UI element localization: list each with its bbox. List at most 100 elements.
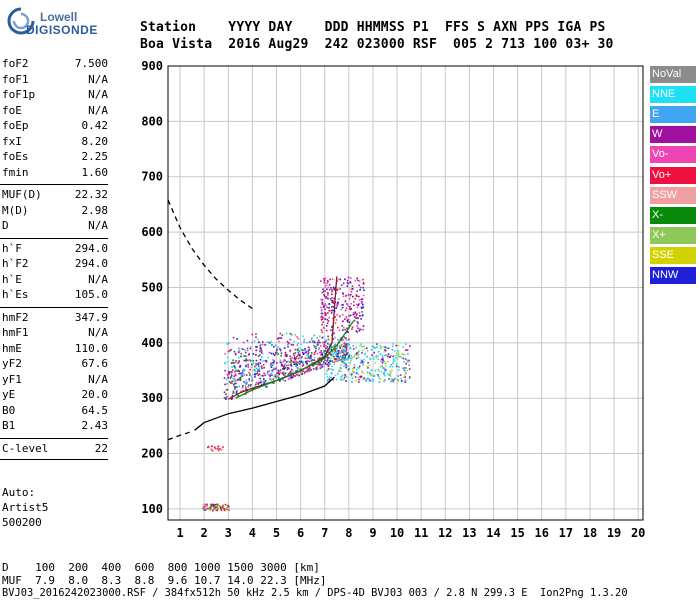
echo-point — [202, 507, 205, 510]
echo-point — [306, 371, 309, 373]
param-value: 105.0 — [74, 288, 108, 301]
echo-point — [297, 357, 300, 360]
echo-point — [307, 355, 310, 358]
echo-point — [259, 349, 261, 352]
echo-point — [206, 507, 209, 510]
echo-point — [310, 359, 313, 361]
echo-point — [324, 344, 327, 347]
echo-point — [313, 351, 316, 354]
echo-point — [319, 354, 322, 356]
echo-point — [247, 364, 249, 366]
param-row: h`F 294.0 — [2, 242, 108, 255]
echo-point — [232, 392, 234, 394]
echo-point — [290, 376, 293, 379]
echo-point — [296, 369, 298, 372]
echo-point — [342, 352, 345, 354]
x-tick-label: 10 — [390, 526, 404, 540]
param-separator — [0, 306, 108, 308]
echo-point — [341, 306, 344, 309]
echo-point — [327, 293, 329, 296]
echo-point — [294, 356, 296, 359]
echo-point — [230, 373, 233, 376]
echo-point — [277, 370, 280, 373]
echo-point — [345, 307, 348, 310]
echo-point — [350, 308, 352, 311]
echo-point — [344, 346, 347, 348]
echo-point — [365, 380, 367, 382]
echo-point — [346, 352, 349, 354]
echo-point — [274, 368, 277, 370]
echo-point — [362, 325, 365, 327]
echo-point — [361, 314, 364, 316]
echo-point — [280, 354, 282, 357]
echo-point — [298, 368, 301, 370]
echo-point — [334, 348, 337, 350]
echo-point — [322, 341, 325, 344]
echo-point — [404, 379, 407, 381]
echo-point — [236, 389, 238, 392]
echo-point — [329, 349, 331, 352]
echo-point — [342, 295, 345, 298]
echo-point — [359, 345, 361, 347]
echo-point — [242, 389, 245, 392]
echo-point — [328, 360, 331, 362]
echo-point — [232, 369, 234, 371]
echo-point — [294, 358, 297, 361]
echo-point — [311, 337, 313, 340]
echo-point — [329, 278, 331, 281]
echo-point — [317, 357, 319, 360]
echo-point — [310, 352, 313, 354]
echo-point — [320, 350, 323, 352]
echo-point — [341, 325, 343, 327]
echo-point — [334, 322, 337, 324]
echo-point — [242, 368, 245, 371]
echo-point — [226, 373, 229, 376]
echo-point — [408, 368, 411, 370]
echo-point — [346, 327, 348, 330]
echo-point — [310, 369, 312, 371]
echo-point — [307, 367, 310, 370]
echo-point — [394, 377, 397, 380]
echo-point — [287, 364, 290, 367]
param-row: B1 2.43 — [2, 419, 108, 432]
auto-artist: Artist5 — [2, 501, 49, 514]
echo-point — [324, 303, 326, 305]
echo-point — [263, 382, 265, 385]
echo-point — [269, 378, 272, 381]
echo-point — [298, 374, 300, 377]
echo-point — [227, 504, 230, 507]
echo-point — [297, 349, 299, 352]
echo-point — [328, 302, 330, 305]
echo-point — [379, 378, 382, 380]
echo-point — [289, 377, 292, 380]
echo-point — [377, 350, 380, 353]
echo-point — [353, 354, 356, 356]
y-tick-label: 800 — [141, 114, 163, 128]
echo-point — [320, 329, 323, 331]
param-value: 20.0 — [81, 388, 109, 401]
param-row: B0 64.5 — [2, 404, 108, 417]
echo-point — [330, 309, 332, 312]
param-row: foEp 0.42 — [2, 119, 108, 132]
echo-point — [400, 356, 403, 358]
echo-point — [249, 373, 251, 375]
echo-point — [307, 369, 309, 372]
echo-point — [345, 353, 348, 355]
echo-point — [304, 357, 307, 360]
echo-point — [323, 295, 326, 297]
echo-point — [395, 363, 398, 365]
x-tick-label: 14 — [486, 526, 500, 540]
echo-point — [272, 362, 275, 364]
echo-point — [222, 504, 224, 507]
echo-point — [406, 359, 408, 362]
echo-point — [348, 343, 351, 346]
echo-point — [392, 360, 395, 363]
echo-point — [246, 347, 249, 350]
echo-point — [302, 364, 305, 366]
echo-point — [242, 385, 244, 387]
echo-point — [306, 360, 308, 362]
x-tick-label: 11 — [414, 526, 428, 540]
echo-point — [284, 363, 287, 366]
echo-point — [338, 349, 340, 352]
echo-point — [343, 355, 346, 358]
